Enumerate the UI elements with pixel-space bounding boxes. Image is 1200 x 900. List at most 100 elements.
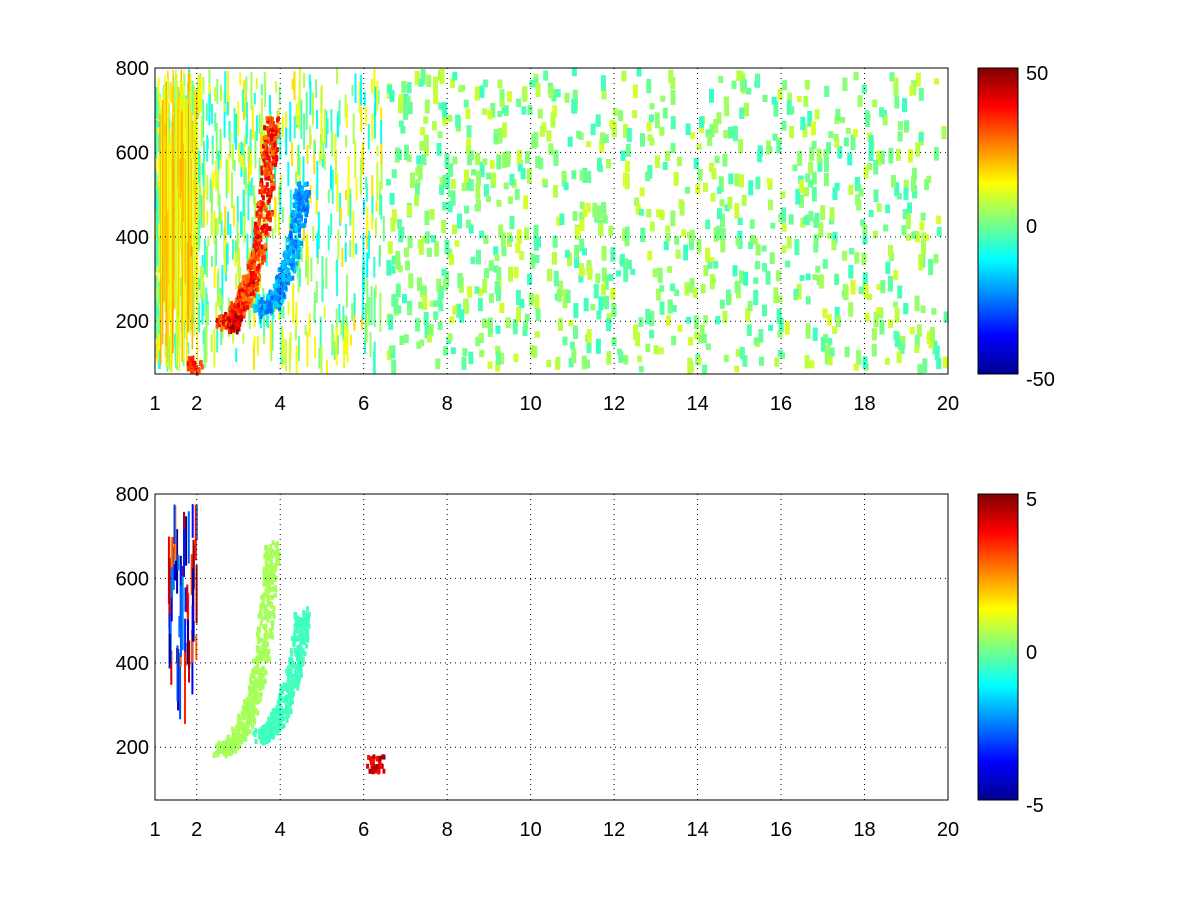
heatmap-cell [420,127,426,136]
x-tick-label-bottom: 1 [149,819,160,841]
heatmap-cell [407,307,412,315]
heatmap-cell [474,86,480,101]
heatmap-cell [698,116,704,128]
heatmap-cell [293,211,297,217]
heatmap-cell [701,333,707,343]
heatmap-cell [778,213,784,223]
heatmap-cell [331,323,334,356]
x-tick-label-bottom: 14 [686,819,708,841]
heatmap-cell [272,574,276,580]
heatmap-cell [261,152,264,176]
heatmap-cell [842,77,848,92]
heatmap-cell [281,327,284,359]
heatmap-cell [226,741,230,747]
heatmap-cell [272,303,275,309]
heatmap-cell [444,153,450,170]
heatmap-cell [244,736,248,742]
heatmap-cell [262,569,266,575]
heatmap-cell [301,648,305,654]
heatmap-cell [347,178,350,217]
heatmap-cell [309,81,312,116]
heatmap-cell [834,182,840,191]
heatmap-cell [909,327,915,335]
heatmap-cell [262,223,266,229]
heatmap-cell [191,604,194,634]
heatmap-cell [579,201,585,210]
heatmap-cell [579,170,585,181]
heatmap-cell [864,110,870,118]
heatmap-cell [295,250,299,256]
heatmap-cell [155,190,157,212]
heatmap-cell [264,79,267,107]
heatmap-cell [184,98,186,206]
heatmap-cell [465,219,471,229]
heatmap-cell [655,155,660,169]
heatmap-cells-top [155,68,949,376]
heatmap-cell [447,333,453,341]
heatmap-cell [389,90,395,103]
heatmap-cell [286,254,290,260]
heatmap-cell [387,84,393,94]
heatmap-cell [189,90,191,194]
heatmap-cell [366,252,369,278]
heatmap-cell [268,147,272,153]
heatmap-cell [214,112,217,132]
heatmap-cell [265,564,269,570]
heatmap-cell [700,283,706,294]
heatmap-cell [302,194,306,200]
heatmap-cell [251,254,255,260]
heatmap-cell [667,300,673,313]
heatmap-cell [813,218,819,228]
heatmap-cell [228,121,231,141]
heatmap-cell [493,246,499,256]
heatmap-cell [497,110,503,117]
heatmap-cell [267,648,271,654]
heatmap-cell [415,317,421,332]
heatmap-cell [251,290,255,296]
heatmap-cell [857,95,863,108]
heatmap-cell [724,204,730,212]
heatmap-cell [249,714,253,720]
heatmap-cell [271,160,275,166]
heatmap-cell [559,213,565,225]
heatmap-cell [237,232,240,246]
heatmap-cell [350,334,352,346]
heatmap-cell [265,723,269,729]
heatmap-cell [717,208,722,220]
heatmap-cell [306,331,309,368]
heatmap-cell [266,232,270,238]
heatmap-cell [467,286,473,298]
heatmap-cell [520,168,526,180]
heatmap-cell [247,183,250,221]
heatmap-cell [267,588,271,594]
heatmap-cell [302,610,306,616]
heatmap-cell [495,360,501,372]
heatmap-cell [271,144,275,149]
heatmap-cell [463,99,469,108]
heatmap-cell [260,131,262,157]
heatmap-cell [297,232,301,238]
heatmap-cell [834,306,840,320]
heatmap-cell [290,663,294,669]
heatmap-cell [302,156,305,186]
heatmap-cell [883,224,889,232]
heatmap-cell [612,108,618,116]
heatmap-cell [251,217,254,252]
heatmap-cell [670,283,676,292]
heatmap-cell [272,716,276,722]
heatmap-cell [289,101,292,142]
heatmap-cell [933,147,939,161]
heatmap-cell [321,128,324,159]
heatmap-cell [173,107,175,279]
heatmap-cell [247,146,250,164]
heatmap-cell [856,199,862,211]
heatmap-cell [190,368,194,374]
heatmap-cell [832,187,838,200]
heatmap-cell [603,134,609,144]
heatmap-cell [205,322,208,363]
heatmap-cell [260,304,264,310]
heatmap-cell [868,135,874,149]
heatmap-cell [271,127,275,133]
heatmap-cell [593,284,599,299]
heatmap-cell [306,617,310,623]
